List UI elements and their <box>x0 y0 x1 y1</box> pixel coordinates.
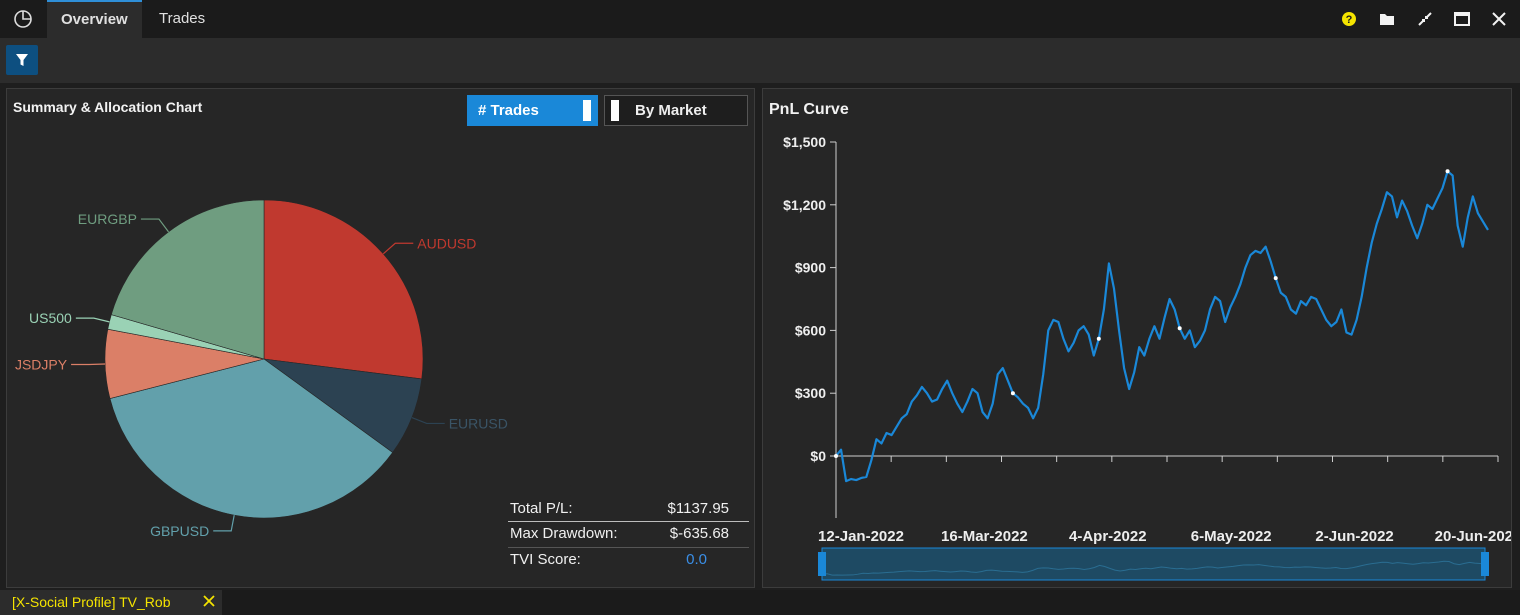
pie-label: JSDJPY <box>15 356 68 372</box>
series-point <box>1273 276 1278 281</box>
pie-label-line <box>382 242 414 255</box>
stats-table: Total P/L: $1137.95 Max Drawdown: $-635.… <box>508 497 749 572</box>
collapse-icon[interactable] <box>1414 8 1436 30</box>
series-point <box>1010 391 1015 396</box>
range-navigator <box>818 547 1489 581</box>
close-icon[interactable] <box>202 594 216 608</box>
x-tick-label: 2-Jun-2022 <box>1315 528 1393 545</box>
x-tick-label: 12-Jan-2022 <box>818 528 904 545</box>
pie-chart-icon[interactable] <box>12 8 34 30</box>
toggle-market-label: By Market <box>635 102 707 119</box>
toggle-knob <box>611 100 619 121</box>
y-tick-label: $600 <box>795 322 826 338</box>
pie-slice-gbpusd <box>109 358 394 519</box>
series-point <box>834 454 838 458</box>
top-bar <box>0 0 1520 38</box>
folder-icon[interactable] <box>1376 8 1398 30</box>
y-tick-label: $1,500 <box>783 134 826 150</box>
pnl-series-line <box>835 170 1489 483</box>
tab-trades[interactable]: Trades <box>159 10 206 27</box>
pie-label-line <box>411 416 445 425</box>
allocation-pie-chart: AUDUSD EURUSD GBPUSD JSDJPY US500 EURGBP <box>15 199 508 539</box>
x-tick-label: 6-May-2022 <box>1191 528 1272 545</box>
toggle-by-market[interactable]: By Market <box>604 95 748 126</box>
pie-slice-audusd <box>263 199 424 380</box>
pie-label-line <box>75 317 110 323</box>
stat-value: $-635.68 <box>669 525 729 542</box>
series-point <box>1445 169 1450 174</box>
close-icon[interactable] <box>1488 8 1510 30</box>
pnl-line-chart: $0 $300 $600 $900 $1,200 $1,500 12-Jan-2022 16-… <box>783 134 1511 581</box>
pie-label: EURUSD <box>449 415 508 431</box>
stat-row-total-pl: Total P/L: $1137.95 <box>508 497 749 522</box>
toggle-knob <box>583 100 591 121</box>
help-icon[interactable]: ? <box>1338 8 1360 30</box>
stat-row-tvi-score: TVI Score: 0.0 <box>508 547 749 572</box>
x-tick-label: 16-Mar-2022 <box>941 528 1028 545</box>
y-tick-label: $300 <box>795 385 826 401</box>
y-tick-label: $0 <box>810 448 826 464</box>
stat-label: Total P/L: <box>510 500 573 517</box>
pie-label: AUDUSD <box>417 235 476 251</box>
pie-label: US500 <box>29 310 72 326</box>
pnl-panel-title: PnL Curve <box>769 101 849 118</box>
maximize-icon[interactable] <box>1451 8 1473 30</box>
x-tick-label: 4-Apr-2022 <box>1069 528 1147 545</box>
pie-label-line <box>140 218 170 233</box>
toggle-trades[interactable]: # Trades <box>467 95 598 126</box>
navigator-handle-right <box>1481 552 1489 576</box>
filter-icon <box>16 54 28 66</box>
pie-label-line <box>213 515 235 532</box>
navigator-line <box>821 560 1486 576</box>
tab-overview[interactable]: Overview <box>47 0 142 38</box>
status-bar <box>0 590 1520 615</box>
navigator-handle-left <box>818 552 826 576</box>
pie-label: GBPUSD <box>150 523 209 539</box>
pnl-panel <box>762 88 1512 588</box>
toggle-trades-label: # Trades <box>478 102 539 119</box>
pie-label: EURGBP <box>78 211 137 227</box>
toolbar <box>0 38 1520 83</box>
navigator-window <box>821 547 1486 581</box>
stat-value: $1137.95 <box>667 500 729 517</box>
stat-label: Max Drawdown: <box>510 525 618 542</box>
pie-label-line <box>71 363 106 366</box>
y-tick-label: $900 <box>795 260 826 276</box>
filter-button[interactable] <box>6 45 38 75</box>
x-tick-label: 20-Jun-2022 <box>1435 528 1511 545</box>
series-point <box>1177 326 1182 331</box>
profile-tag: [X-Social Profile] TV_Rob <box>0 590 222 615</box>
stat-row-max-drawdown: Max Drawdown: $-635.68 <box>508 522 749 547</box>
summary-panel-title: Summary & Allocation Chart <box>13 99 203 115</box>
series-point <box>1096 336 1101 341</box>
stat-label: TVI Score: <box>510 551 581 568</box>
svg-text:?: ? <box>1346 14 1353 26</box>
stat-value: 0.0 <box>686 551 707 568</box>
y-tick-label: $1,200 <box>783 197 826 213</box>
